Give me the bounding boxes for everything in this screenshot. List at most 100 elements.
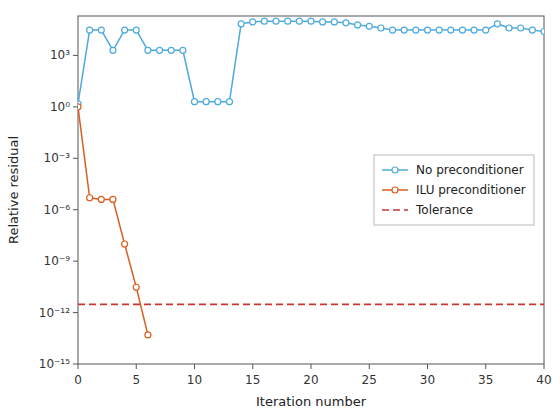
point <box>180 47 186 53</box>
x-tick-label: 10 <box>187 373 202 387</box>
point <box>296 18 302 24</box>
point <box>366 23 372 29</box>
point <box>203 99 209 105</box>
legend-marker <box>392 187 398 193</box>
point <box>541 28 544 34</box>
point <box>250 19 256 25</box>
point <box>518 25 524 31</box>
x-tick-label: 0 <box>74 373 82 387</box>
series <box>78 104 151 338</box>
point <box>145 332 151 338</box>
point <box>98 196 104 202</box>
point <box>390 27 396 33</box>
point <box>401 27 407 33</box>
point <box>226 99 232 105</box>
y-axis-label: Relative residual <box>6 136 21 244</box>
y-tick <box>73 312 78 313</box>
plot-background <box>78 16 544 364</box>
y-tick-label: 10⁻³ <box>44 151 71 165</box>
x-tick <box>311 364 312 369</box>
point <box>285 18 291 24</box>
x-tick-label: 40 <box>536 373 551 387</box>
reference-line <box>78 304 544 306</box>
legend-marker <box>392 167 398 173</box>
x-tick <box>252 364 253 369</box>
x-tick-label: 15 <box>245 373 260 387</box>
point <box>157 47 163 53</box>
x-tick <box>194 364 195 369</box>
x-tick-label: 5 <box>132 373 140 387</box>
y-axis: 10⁻¹⁵10⁻¹²10⁻⁹10⁻⁶10⁻³10⁰10³ <box>39 48 78 371</box>
series-line <box>78 21 544 104</box>
point <box>506 25 512 31</box>
x-tick-label: 35 <box>478 373 493 387</box>
legend-label: ILU preconditioner <box>416 183 526 197</box>
x-tick <box>485 364 486 369</box>
legend-swatch <box>382 209 408 211</box>
series <box>78 18 544 107</box>
legend-box <box>374 155 534 225</box>
x-tick <box>369 364 370 369</box>
point <box>98 27 104 33</box>
y-tick-label: 10⁻⁹ <box>44 254 71 268</box>
point <box>331 19 337 25</box>
point <box>122 241 128 247</box>
legend-label: No preconditioner <box>416 163 524 177</box>
x-axis: 0 5 10 15 20 25 30 35 40 <box>74 364 551 387</box>
point <box>273 18 279 24</box>
y-tick-label: 10⁻¹⁵ <box>39 357 70 371</box>
point <box>343 20 349 26</box>
legend-label: Tolerance <box>415 203 473 217</box>
chart: 051015202530354010⁻¹⁵10⁻¹²10⁻⁹10⁻⁶10⁻³10… <box>0 0 560 420</box>
y-tick <box>73 106 78 107</box>
point <box>308 18 314 24</box>
point <box>145 47 151 53</box>
point <box>133 284 139 290</box>
x-tick-label: 30 <box>420 373 435 387</box>
legend: No preconditioner ILU preconditioner Toler… <box>374 155 534 225</box>
point <box>448 27 454 33</box>
point <box>529 27 535 33</box>
point <box>133 27 139 33</box>
y-tick <box>73 55 78 56</box>
point <box>378 25 384 31</box>
point <box>87 195 93 201</box>
point <box>192 99 198 105</box>
y-tick <box>73 158 78 159</box>
point <box>459 27 465 33</box>
y-tick-label: 10⁻⁶ <box>44 203 71 217</box>
point <box>483 27 489 33</box>
y-tick <box>73 364 78 365</box>
point <box>425 27 431 33</box>
point <box>215 99 221 105</box>
x-tick-label: 20 <box>303 373 318 387</box>
point <box>78 104 81 110</box>
x-tick <box>78 364 79 369</box>
point <box>168 47 174 53</box>
x-tick <box>544 364 545 369</box>
series <box>78 304 544 305</box>
point <box>238 21 244 27</box>
point <box>320 19 326 25</box>
x-axis-label: Iteration number <box>256 394 367 409</box>
plot-frame <box>78 16 544 364</box>
point <box>87 27 93 33</box>
y-tick-label: 10³ <box>50 48 70 62</box>
y-tick-label: 10⁰ <box>50 100 70 114</box>
point <box>494 21 500 27</box>
point <box>110 196 116 202</box>
x-tick <box>427 364 428 369</box>
y-tick <box>73 209 78 210</box>
plot-area <box>78 18 544 338</box>
point <box>122 27 128 33</box>
y-tick <box>73 261 78 262</box>
x-tick-label: 25 <box>362 373 377 387</box>
point <box>261 18 267 24</box>
x-tick <box>136 364 137 369</box>
series-line <box>78 107 148 335</box>
point <box>110 47 116 53</box>
point <box>471 27 477 33</box>
point <box>413 27 419 33</box>
point <box>355 22 361 28</box>
point <box>436 27 442 33</box>
